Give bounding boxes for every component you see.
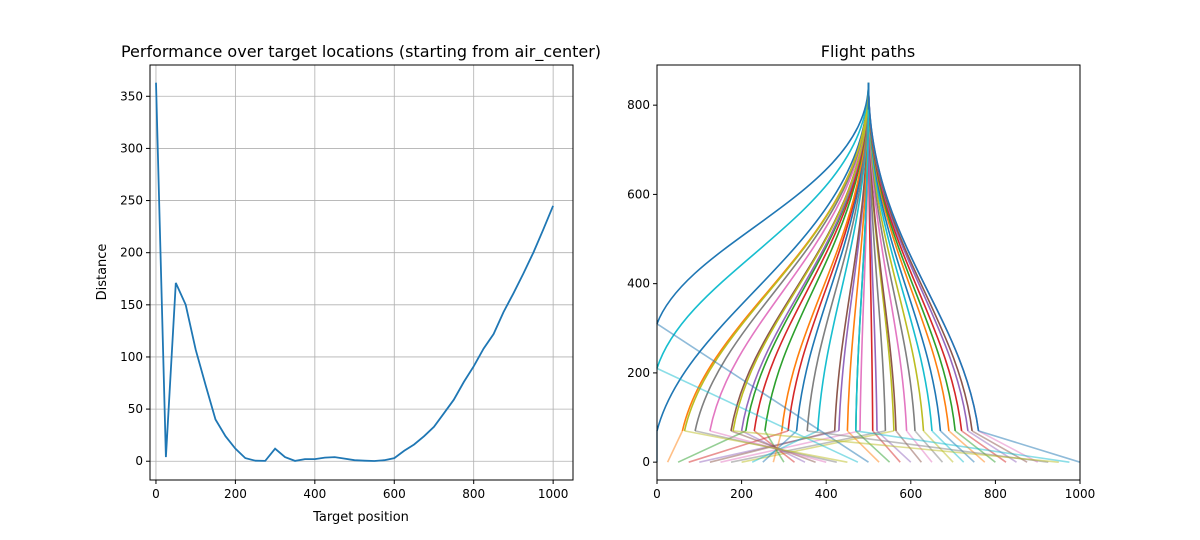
flight-path-glide (895, 430, 923, 463)
right-chart: Flight paths 0 200 400 600 800 1000 0 200 400 60… (627, 42, 1095, 501)
flight-path-glide (720, 430, 861, 463)
flight-path (656, 82, 870, 369)
flight-path-glide (905, 430, 933, 463)
flight-path-glide (733, 430, 1059, 463)
right-x-tick-label: 0 (653, 487, 661, 501)
left-chart: Performance over target locations (start… (95, 42, 601, 525)
flight-path-glide (656, 367, 859, 463)
left-x-tick-label: 600 (383, 487, 406, 501)
right-x-tick-label: 200 (730, 487, 753, 501)
flight-path-glide (954, 430, 996, 463)
left-x-tick-label: 800 (462, 487, 485, 501)
flight-path-glide (684, 430, 848, 463)
left-x-tick-label: 200 (224, 487, 247, 501)
left-y-tick-label: 250 (120, 194, 143, 208)
flight-path-glide (855, 430, 1070, 463)
right-x-ticks: 0 200 400 600 800 1000 (653, 480, 1095, 501)
left-x-tick-label: 400 (303, 487, 326, 501)
flight-path-glide (730, 430, 886, 463)
flight-path-glide (872, 430, 901, 463)
flight-path-glide (931, 430, 965, 463)
left-x-tick-label: 0 (152, 487, 160, 501)
flight-path-glide (978, 430, 1039, 463)
flight-path-glide (751, 430, 819, 463)
flight-path-glide (677, 430, 747, 463)
flight-path-glide (688, 430, 789, 463)
left-y-tick-label: 300 (120, 141, 143, 155)
right-chart-title: Flight paths (821, 42, 915, 61)
right-paths-group (656, 82, 1081, 463)
left-plot-frame (149, 64, 574, 481)
right-x-tick-label: 1000 (1065, 487, 1096, 501)
flight-path-glide (666, 430, 684, 463)
flight-path (806, 82, 870, 431)
left-x-ticks: 0 200 400 600 800 1000 (152, 480, 568, 501)
flight-path-glide (978, 430, 1081, 463)
right-plot-frame (656, 64, 1081, 481)
flight-path (683, 82, 870, 432)
flight-path (656, 82, 870, 432)
left-y-tick-label: 150 (120, 298, 143, 312)
flight-path-glide (741, 430, 895, 463)
right-x-tick-label: 400 (815, 487, 838, 501)
flight-path (867, 82, 980, 432)
left-y-tick-label: 350 (120, 89, 143, 103)
flight-path-glide (971, 430, 1028, 463)
left-y-tick-label: 0 (135, 454, 143, 468)
right-x-tick-label: 800 (984, 487, 1007, 501)
flight-path (855, 82, 870, 431)
right-y-tick-label: 600 (627, 187, 650, 201)
left-x-axis-label: Target position (312, 510, 409, 525)
left-y-tick-label: 200 (120, 246, 143, 260)
right-x-tick-label: 600 (899, 487, 922, 501)
right-y-tick-label: 0 (642, 455, 650, 469)
left-distance-line (155, 82, 554, 462)
right-y-tick-label: 800 (627, 98, 650, 112)
left-y-axis-label: Distance (95, 244, 110, 301)
flight-path-glide (656, 323, 869, 463)
right-y-tick-label: 400 (627, 277, 650, 291)
left-series-group (155, 82, 554, 462)
flight-path-glide (922, 430, 954, 463)
flight-path-glide (730, 430, 816, 463)
flight-path (732, 82, 870, 432)
left-y-ticks: 0 50 100 150 200 250 300 350 (120, 89, 150, 468)
left-y-tick-label: 50 (128, 402, 143, 416)
flight-path-glide (855, 430, 891, 463)
left-x-tick-label: 1000 (538, 487, 569, 501)
right-y-ticks: 0 200 400 600 800 (627, 98, 657, 469)
flight-path (656, 82, 870, 325)
left-chart-title: Performance over target locations (start… (121, 42, 601, 62)
left-y-tick-label: 100 (120, 350, 143, 364)
right-y-tick-label: 200 (627, 366, 650, 380)
